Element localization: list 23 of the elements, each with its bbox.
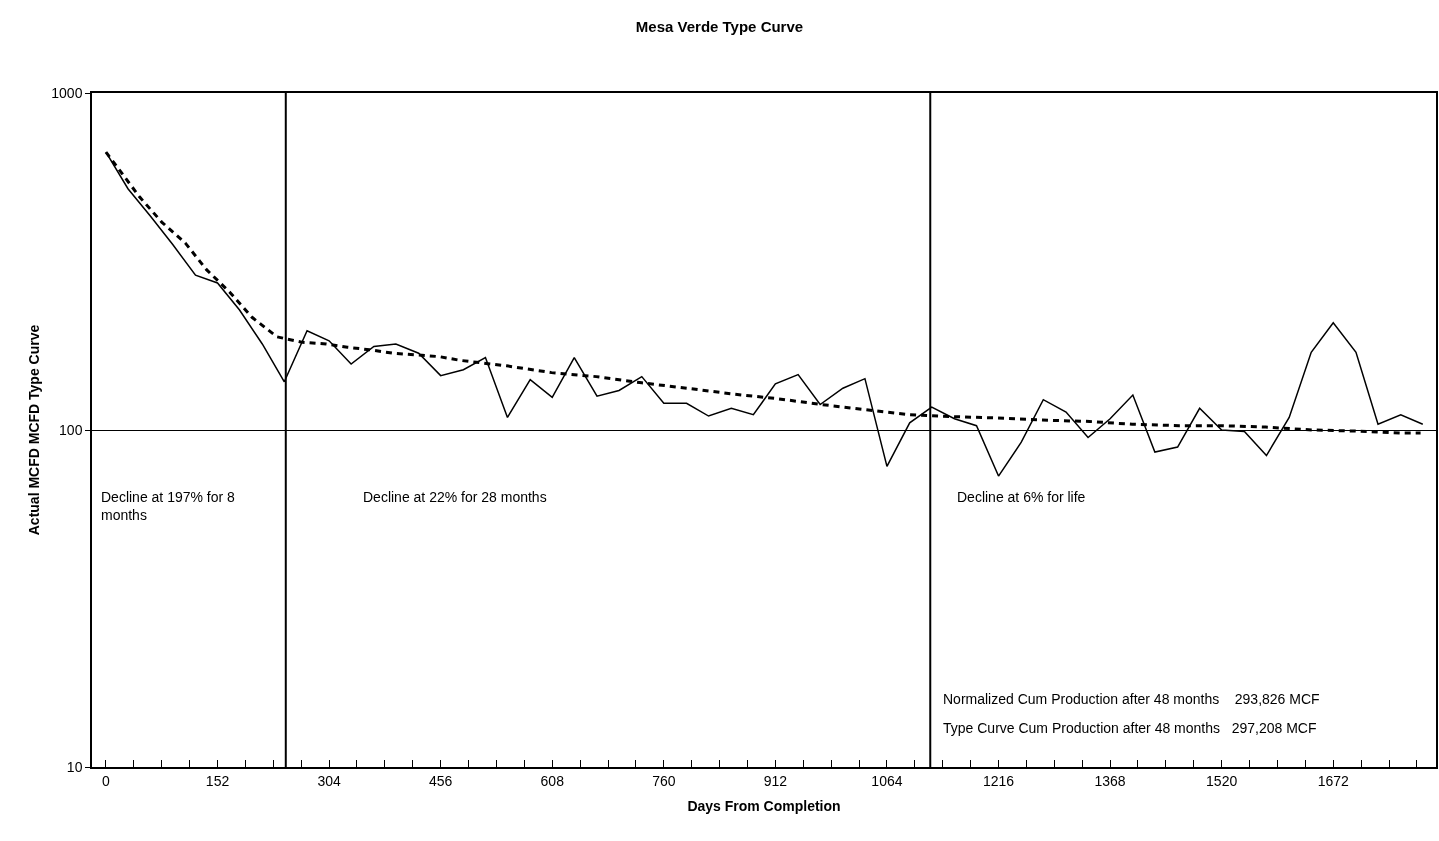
annotation: Decline at 6% for life <box>957 489 1086 505</box>
x-tick-label: 304 <box>317 772 341 789</box>
chart-title: Mesa Verde Type Curve <box>635 17 804 35</box>
x-tick-label: 608 <box>540 772 565 789</box>
x-tick-label: 456 <box>428 772 453 789</box>
x-tick-label: 1216 <box>982 772 1015 789</box>
x-tick-label: 1672 <box>1317 772 1350 789</box>
x-tick-label: 1368 <box>1094 772 1126 789</box>
annotation: Decline at 22% for 28 months <box>363 489 547 505</box>
x-tick-label: 912 <box>763 772 788 789</box>
annotation: Type Curve Cum Production after 48 months 297,208 MCF <box>943 720 1317 736</box>
x-tick-label: 1520 <box>1206 772 1238 789</box>
y-tick-label: 10 <box>66 758 83 775</box>
y-axis-title: Actual MCFD MCFD Type Curve <box>26 324 43 536</box>
y-tick-label: 1000 <box>51 84 83 101</box>
annotation: Decline at 197% for 8 months <box>101 489 236 524</box>
x-tick-label: 760 <box>652 772 676 789</box>
x-tick-label: 1064 <box>871 772 903 789</box>
x-axis-title: Days From Completion <box>687 798 841 815</box>
x-tick-label: 152 <box>205 772 230 789</box>
annotation: Normalized Cum Production after 48 months 293,826 MCF <box>943 691 1320 707</box>
y-tick-label: 100 <box>59 421 83 438</box>
x-tick-label: 0 <box>102 772 111 789</box>
